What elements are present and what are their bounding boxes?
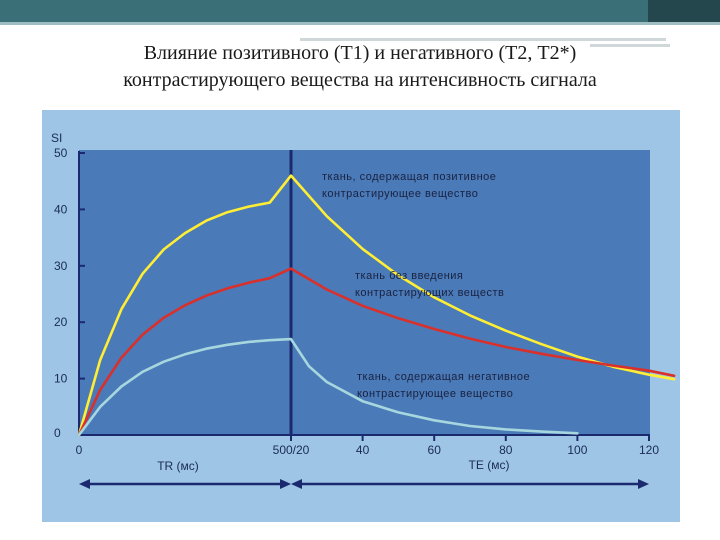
series-annotation: контрастирующее вещество <box>322 188 478 200</box>
te-range-arrowhead-right <box>638 479 649 489</box>
y-axis-label: SI <box>51 131 62 145</box>
slide-top-bar-dark-segment <box>648 0 720 22</box>
y-tick-label: 50 <box>54 146 68 160</box>
te-range-arrowhead-left <box>291 479 302 489</box>
slide-deco-line <box>300 38 666 41</box>
x-tick-label: 40 <box>356 443 370 457</box>
slide-title-line-2: контрастирующего вещества на интенсивнос… <box>123 69 597 91</box>
slide-top-bar-line <box>0 22 720 25</box>
series-annotation: контрастирующее вещество <box>357 388 513 400</box>
x-tick-label: 100 <box>567 443 587 457</box>
series-annotation: ткань без введения <box>355 270 463 282</box>
x-tick-label: 500/20 <box>273 443 310 457</box>
y-tick-label: 20 <box>54 315 68 329</box>
series-line <box>77 337 579 437</box>
tr-range-arrowhead-left <box>79 479 90 489</box>
slide-title: Влияние позитивного (Т1) и негативного (… <box>40 40 680 94</box>
x-tick-label: 60 <box>428 443 442 457</box>
y-tick-label: 10 <box>54 372 68 386</box>
te-axis-label: TE (мс) <box>469 458 510 472</box>
tr-range-arrowhead-right <box>280 479 291 489</box>
y-tick-label: 30 <box>54 259 68 273</box>
series-annotation: контрастирующих веществ <box>355 287 504 299</box>
tr-axis-label: TR (мс) <box>157 459 199 473</box>
series-line <box>77 267 676 437</box>
signal-intensity-chart: SI 0 10 20 30 40 50 0 500/20 40 60 80 100 120 TR (мс) T… <box>42 110 680 522</box>
y-tick-label: 40 <box>54 202 68 216</box>
series-annotation: ткань, содержащая позитивное <box>322 171 496 183</box>
slide-top-bar <box>0 0 720 22</box>
slide-deco-line <box>590 44 670 47</box>
series-line <box>77 174 676 437</box>
x-tick-label: 0 <box>76 443 83 457</box>
slide-title-line-1: Влияние позитивного (Т1) и негативного (… <box>143 42 577 64</box>
plot-area-background <box>79 150 650 435</box>
x-tick-label: 80 <box>499 443 513 457</box>
y-tick-label: 0 <box>54 426 61 440</box>
series-annotation: ткань, содержащая негативное <box>357 371 530 383</box>
x-tick-label: 120 <box>639 443 659 457</box>
